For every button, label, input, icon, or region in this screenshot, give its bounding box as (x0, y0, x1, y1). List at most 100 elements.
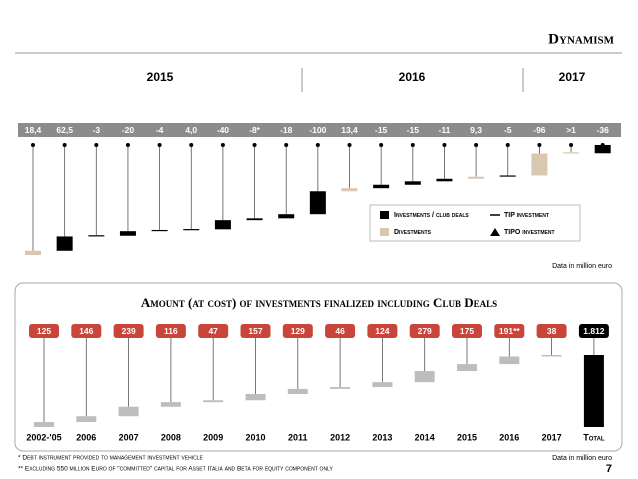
value-label: -15 (375, 125, 388, 135)
bar (246, 218, 263, 221)
connector-dot (284, 143, 289, 147)
bar (119, 231, 136, 236)
connector-dot (62, 143, 67, 147)
chart-title: Amount (at cost) of investments finalize… (141, 295, 497, 310)
x-tick-label: 2009 (203, 432, 223, 442)
x-tick-label: 2017 (542, 432, 562, 442)
bar (594, 145, 611, 154)
connector-dot (347, 143, 352, 147)
value-label-box (240, 324, 271, 338)
x-tick-label: Total (583, 432, 605, 442)
footnote: * Debt instrument provided to management… (18, 455, 203, 462)
legend-label: Divestments (394, 229, 432, 236)
bar (88, 235, 105, 237)
bar (404, 181, 421, 185)
value-label-box (29, 324, 59, 338)
note: Data in million euro (552, 455, 612, 462)
connector-dot (474, 143, 479, 147)
bar (499, 356, 520, 365)
value-label-box (198, 324, 229, 338)
value-label: -3 (93, 125, 101, 135)
x-tick-label: 2012 (330, 432, 350, 442)
bar (457, 364, 477, 372)
connector-dot (220, 143, 225, 147)
value-label: 129 (291, 326, 305, 336)
value-label: 9,3 (470, 125, 482, 135)
value-label: -18 (280, 125, 293, 135)
value-label-box (452, 324, 482, 338)
connector-dot (157, 143, 162, 147)
bar (341, 188, 358, 192)
connector-dot (189, 143, 194, 147)
value-label-box (536, 324, 567, 338)
bar (436, 178, 453, 182)
bar (563, 152, 580, 154)
legend-label: Investments / club deals (394, 212, 469, 219)
page-number: 7 (606, 463, 612, 475)
footnote: ** Excluding 550 million Euro of "commit… (18, 466, 333, 473)
connector-dot (379, 143, 384, 147)
value-strip (18, 123, 621, 137)
value-label: 125 (37, 326, 51, 336)
bar (25, 250, 41, 255)
value-label-box (71, 324, 102, 338)
bar (245, 394, 266, 401)
panel (14, 282, 623, 452)
bar (541, 355, 562, 357)
header: Dynamism (548, 31, 614, 47)
connector-dot (569, 143, 574, 147)
bar (372, 382, 393, 388)
legend-label: TIPO investment (504, 229, 555, 236)
value-label: 146 (79, 326, 93, 336)
value-label: -36 (597, 125, 610, 135)
x-tick-label: 2013 (372, 432, 392, 442)
legend-swatch (490, 228, 500, 236)
value-label: 38 (547, 326, 557, 336)
bar (118, 406, 139, 417)
bar (531, 153, 548, 176)
value-label: -15 (407, 125, 420, 135)
value-label: -96 (533, 125, 546, 135)
value-label-box (409, 324, 440, 338)
value-label: 239 (122, 326, 136, 336)
bar (330, 387, 351, 389)
bar (183, 229, 200, 231)
value-label: 175 (460, 326, 474, 336)
value-label-box (578, 324, 609, 338)
value-label: >1 (566, 125, 576, 135)
bar (76, 416, 97, 423)
value-label-box (494, 324, 525, 338)
value-label-box (282, 324, 313, 338)
value-label: 46 (335, 326, 345, 336)
x-tick-label: 2008 (161, 432, 181, 442)
value-label: -8* (249, 125, 261, 135)
legend-swatch (380, 211, 389, 219)
note: Data in million euro (552, 263, 612, 270)
bar (34, 422, 54, 427)
value-label-box (325, 324, 356, 338)
legend-label: TIP investment (504, 212, 549, 219)
value-label: 191** (499, 326, 520, 336)
x-tick-label: 2010 (245, 432, 265, 442)
year-label: 2015 (147, 70, 174, 84)
year-label: 2017 (559, 70, 586, 84)
value-label: -5 (504, 125, 512, 135)
value-label: 18,4 (25, 125, 42, 135)
bar (499, 175, 516, 177)
connector-dot (315, 143, 320, 147)
connector-dot (442, 143, 447, 147)
value-label: 1.812 (583, 326, 605, 336)
bar (583, 355, 604, 427)
year-label: 2016 (399, 70, 426, 84)
value-label-box (155, 324, 186, 338)
x-tick-label: 2006 (76, 432, 96, 442)
value-label: -100 (309, 125, 326, 135)
connector-dot (505, 143, 510, 147)
value-label-box (367, 324, 398, 338)
bar (373, 184, 390, 189)
connector-dot (410, 143, 415, 147)
legend-swatch (380, 228, 389, 236)
x-tick-label: 2016 (499, 432, 519, 442)
value-label: 4,0 (185, 125, 197, 135)
